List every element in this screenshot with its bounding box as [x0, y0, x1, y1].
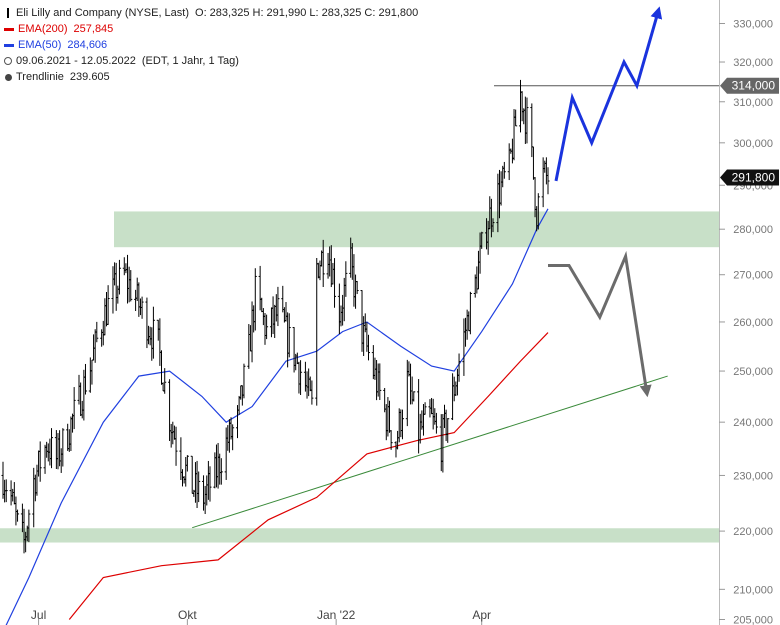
last-price-tag [720, 169, 779, 186]
ema200-value: 257,845 [73, 23, 114, 35]
resistance-price-tag [720, 77, 779, 94]
trendline-dot-icon [5, 73, 12, 81]
ema50-label: EMA(50) [18, 39, 62, 51]
price-bars [1, 79, 550, 554]
support-zone-2 [0, 528, 719, 543]
legend-trend-row: Trendlinie 239.605 [4, 69, 418, 85]
y-tick-label: 260,000 [733, 317, 773, 329]
ema200-line [68, 332, 549, 620]
x-tick-label: Jul [31, 608, 46, 622]
y-tick-label: 270,000 [733, 270, 773, 282]
legend-period-row: 09.06.2021 - 12.05.2022 (EDT, 1 Jahr, 1 … [4, 53, 418, 69]
ohlc-bar-icon [4, 8, 12, 18]
y-tick-label: 210,000 [733, 584, 773, 596]
ema50-line [5, 208, 549, 625]
legend-ema50-row: EMA(50) 284,606 [4, 37, 418, 53]
y-tick-label: 240,000 [733, 417, 773, 429]
trendline-label: Trendlinie [16, 71, 64, 83]
chart-legend: Eli Lilly and Company (NYSE, Last) O: 28… [4, 5, 418, 85]
trendline-value: 239.605 [69, 71, 110, 83]
support-zone-1 [114, 211, 719, 248]
ema200-swatch-icon [4, 27, 14, 31]
ema50-swatch-icon [4, 43, 14, 47]
clock-icon [4, 57, 12, 65]
legend-ema200-row: EMA(200) 257,845 [4, 21, 418, 37]
x-tick-label: Apr [472, 608, 491, 622]
last-price-tag-label: 291,800 [732, 171, 776, 185]
legend-title-row: Eli Lilly and Company (NYSE, Last) O: 28… [4, 5, 418, 21]
x-tick-label: Jan '22 [317, 608, 356, 622]
y-tick-label: 330,000 [733, 19, 773, 31]
x-tick-label: Okt [178, 608, 197, 622]
instrument-title: Eli Lilly and Company (NYSE, Last) [16, 7, 190, 19]
period-info: (EDT, 1 Jahr, 1 Tag) [141, 55, 239, 67]
y-tick-label: 320,000 [733, 57, 773, 69]
y-tick-label: 280,000 [733, 224, 773, 236]
bearish-scenario-arrow [548, 250, 652, 398]
ohlc-values: O: 283,325 H: 291,990 L: 283,325 C: 291,… [195, 7, 419, 19]
y-tick-label: 310,000 [733, 97, 773, 109]
trend-line [192, 375, 668, 529]
y-tick-label: 250,000 [733, 366, 773, 378]
resistance-price-tag-label: 314,000 [732, 79, 776, 93]
y-tick-label: 205,000 [733, 615, 773, 625]
period-range: 09.06.2021 - 12.05.2022 [16, 55, 136, 67]
y-tick-label: 230,000 [733, 470, 773, 482]
ema50-value: 284,606 [67, 39, 108, 51]
y-tick-label: 220,000 [733, 526, 773, 538]
bullish-scenario-arrow [554, 6, 663, 182]
ema200-label: EMA(200) [18, 23, 68, 35]
y-tick-label: 300,000 [733, 138, 773, 150]
